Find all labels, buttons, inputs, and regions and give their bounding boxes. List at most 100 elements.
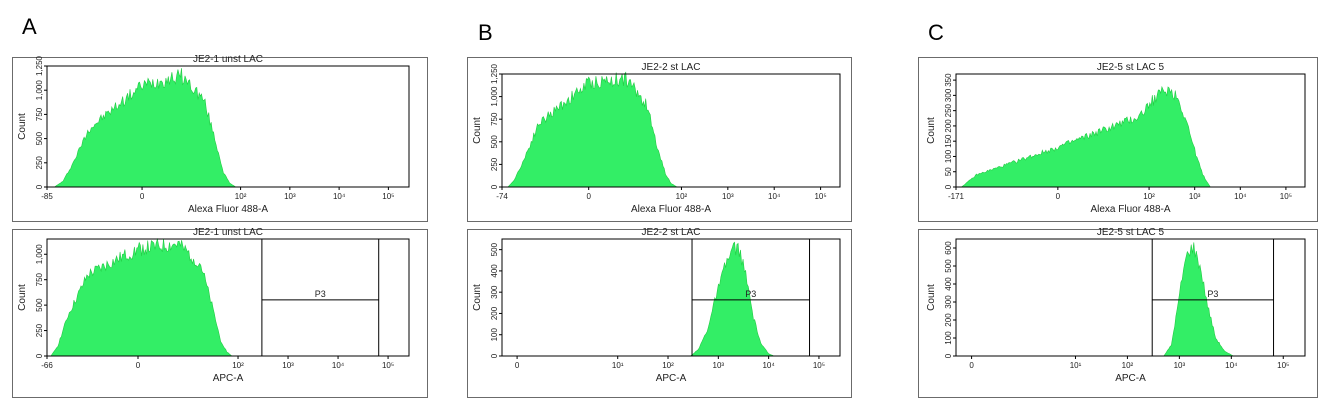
y-tick-label: 150 — [944, 134, 953, 148]
y-tick-label: 1,250 — [35, 55, 44, 76]
y-tick-label: 0 — [944, 353, 953, 358]
x-tick-label: 10⁴ — [1225, 361, 1238, 370]
y-axis-label: Count — [472, 117, 483, 144]
y-tick-label: 300 — [490, 285, 499, 299]
y-tick-label: 750 — [35, 272, 44, 286]
x-tick-label: 10² — [1143, 192, 1155, 201]
y-tick-label: 500 — [35, 298, 44, 312]
y-axis-label: Count — [17, 113, 28, 140]
plot-area-border — [46, 65, 410, 188]
x-tick-label: -66 — [41, 361, 53, 370]
y-tick-label: 500 — [35, 131, 44, 145]
x-tick-label: 10² — [662, 361, 674, 370]
x-tick-label: -171 — [948, 192, 965, 201]
y-tick-label: 1,000 — [35, 244, 44, 265]
x-tick-label: 10⁴ — [1234, 192, 1247, 201]
histogram-a-top: JE2-1 unst LAC 0 250 500 750 1,000 1,250 Count -… — [12, 54, 428, 222]
x-tick-label: 10⁵ — [1280, 192, 1292, 201]
x-tick-label: 10² — [1122, 361, 1134, 370]
y-tick-label: 750 — [35, 107, 44, 121]
x-tick-label: 10³ — [1174, 361, 1186, 370]
y-tick-label: 500 — [490, 242, 499, 256]
y-tick-label: 100 — [490, 328, 499, 342]
panel-frame — [918, 229, 1318, 398]
x-tick-label: 10² — [232, 361, 244, 370]
x-axis-label: Alexa Fluor 488-A — [1090, 204, 1170, 215]
histogram-area — [507, 71, 679, 188]
plot-area-border — [501, 73, 841, 188]
x-tick-label: 0 — [586, 192, 591, 201]
x-tick-label: 0 — [1056, 192, 1061, 201]
x-tick-label: 10⁵ — [813, 361, 825, 370]
chart-title: JE2-1 unst LAC — [193, 227, 263, 238]
y-tick-label: 1,000 — [35, 80, 44, 101]
y-tick-label: 250 — [35, 323, 44, 337]
x-tick-label: 10⁵ — [1277, 361, 1289, 370]
y-tick-label: 500 — [944, 259, 953, 273]
y-axis-label: Count — [472, 284, 483, 311]
y-axis-label: Count — [926, 284, 937, 311]
y-tick-label: 400 — [490, 264, 499, 278]
y-tick-label: 0 — [35, 184, 44, 189]
y-tick-label: 250 — [490, 157, 499, 171]
x-tick-label: 0 — [515, 361, 520, 370]
x-tick-label: 10⁴ — [332, 361, 345, 370]
y-axis-label: Count — [926, 117, 937, 144]
x-tick-label: 10² — [235, 192, 247, 201]
y-tick-label: 200 — [944, 313, 953, 327]
y-tick-label: 100 — [944, 331, 953, 345]
y-tick-label: 1,250 — [490, 63, 499, 84]
x-tick-label: 10² — [676, 192, 688, 201]
x-tick-label: 10³ — [722, 192, 734, 201]
y-axis-label: Count — [17, 284, 28, 311]
panel-frame — [467, 57, 852, 222]
chart-title: JE2-5 st LAC 5 — [1097, 227, 1165, 238]
x-tick-label: 10⁴ — [768, 192, 781, 201]
chart-title: JE2-2 st LAC — [642, 227, 701, 238]
x-tick-label: 10⁵ — [382, 361, 394, 370]
x-tick-label: 10⁵ — [382, 192, 394, 201]
y-tick-label: 500 — [490, 135, 499, 149]
x-tick-label: 10³ — [1189, 192, 1201, 201]
x-axis-label: APC-A — [213, 373, 244, 384]
panel-letter-c: C — [928, 20, 944, 45]
x-tick-label: 10³ — [284, 192, 296, 201]
x-tick-label: 10⁴ — [333, 192, 346, 201]
histogram-a-bottom: JE2-1 unst LAC P3 0 250 500 750 1,000 Count -66 0… — [12, 227, 428, 398]
plot-area-border — [501, 238, 841, 357]
panel-letter-b: B — [478, 20, 493, 45]
x-tick-label: 10³ — [282, 361, 294, 370]
x-axis-label: Alexa Fluor 488-A — [631, 204, 711, 215]
y-tick-label: 1,000 — [490, 86, 499, 107]
histogram-area — [689, 241, 775, 357]
histogram-c-bottom: JE2-5 st LAC 5 P3 0 100 200 300 400 500 600 Count… — [918, 227, 1318, 398]
y-tick-label: 200 — [944, 119, 953, 133]
y-tick-label: 0 — [490, 184, 499, 189]
y-tick-label: 0 — [35, 353, 44, 358]
y-tick-label: 50 — [944, 167, 953, 176]
plot-area-border — [955, 238, 1306, 357]
panel-frame — [467, 229, 852, 398]
chart-title: JE2-1 unst LAC — [193, 54, 263, 65]
histogram-b-top: JE2-2 st LAC 0 250 500 750 1,000 1,250 Count -74… — [467, 57, 852, 222]
y-tick-label: 0 — [490, 353, 499, 358]
histogram-area — [50, 237, 233, 357]
x-tick-label: 10³ — [713, 361, 725, 370]
y-tick-label: 400 — [944, 277, 953, 291]
y-tick-label: 100 — [944, 149, 953, 163]
y-tick-label: 200 — [490, 306, 499, 320]
panel-frame — [12, 57, 428, 222]
x-tick-label: -85 — [41, 192, 53, 201]
panel-letter-a: A — [22, 14, 37, 39]
x-tick-label: 10⁵ — [814, 192, 826, 201]
histogram-b-bottom: JE2-2 st LAC P3 0 100 200 300 400 500 Count 0 10¹ 1… — [467, 227, 852, 398]
histogram-area — [53, 68, 237, 188]
y-tick-label: 300 — [944, 295, 953, 309]
plot-area-border — [46, 238, 410, 357]
y-tick-label: 250 — [944, 103, 953, 117]
x-axis-label: APC-A — [1115, 373, 1146, 384]
histogram-area — [1163, 242, 1234, 357]
x-axis-label: APC-A — [656, 373, 687, 384]
plot-area-border — [955, 73, 1306, 188]
